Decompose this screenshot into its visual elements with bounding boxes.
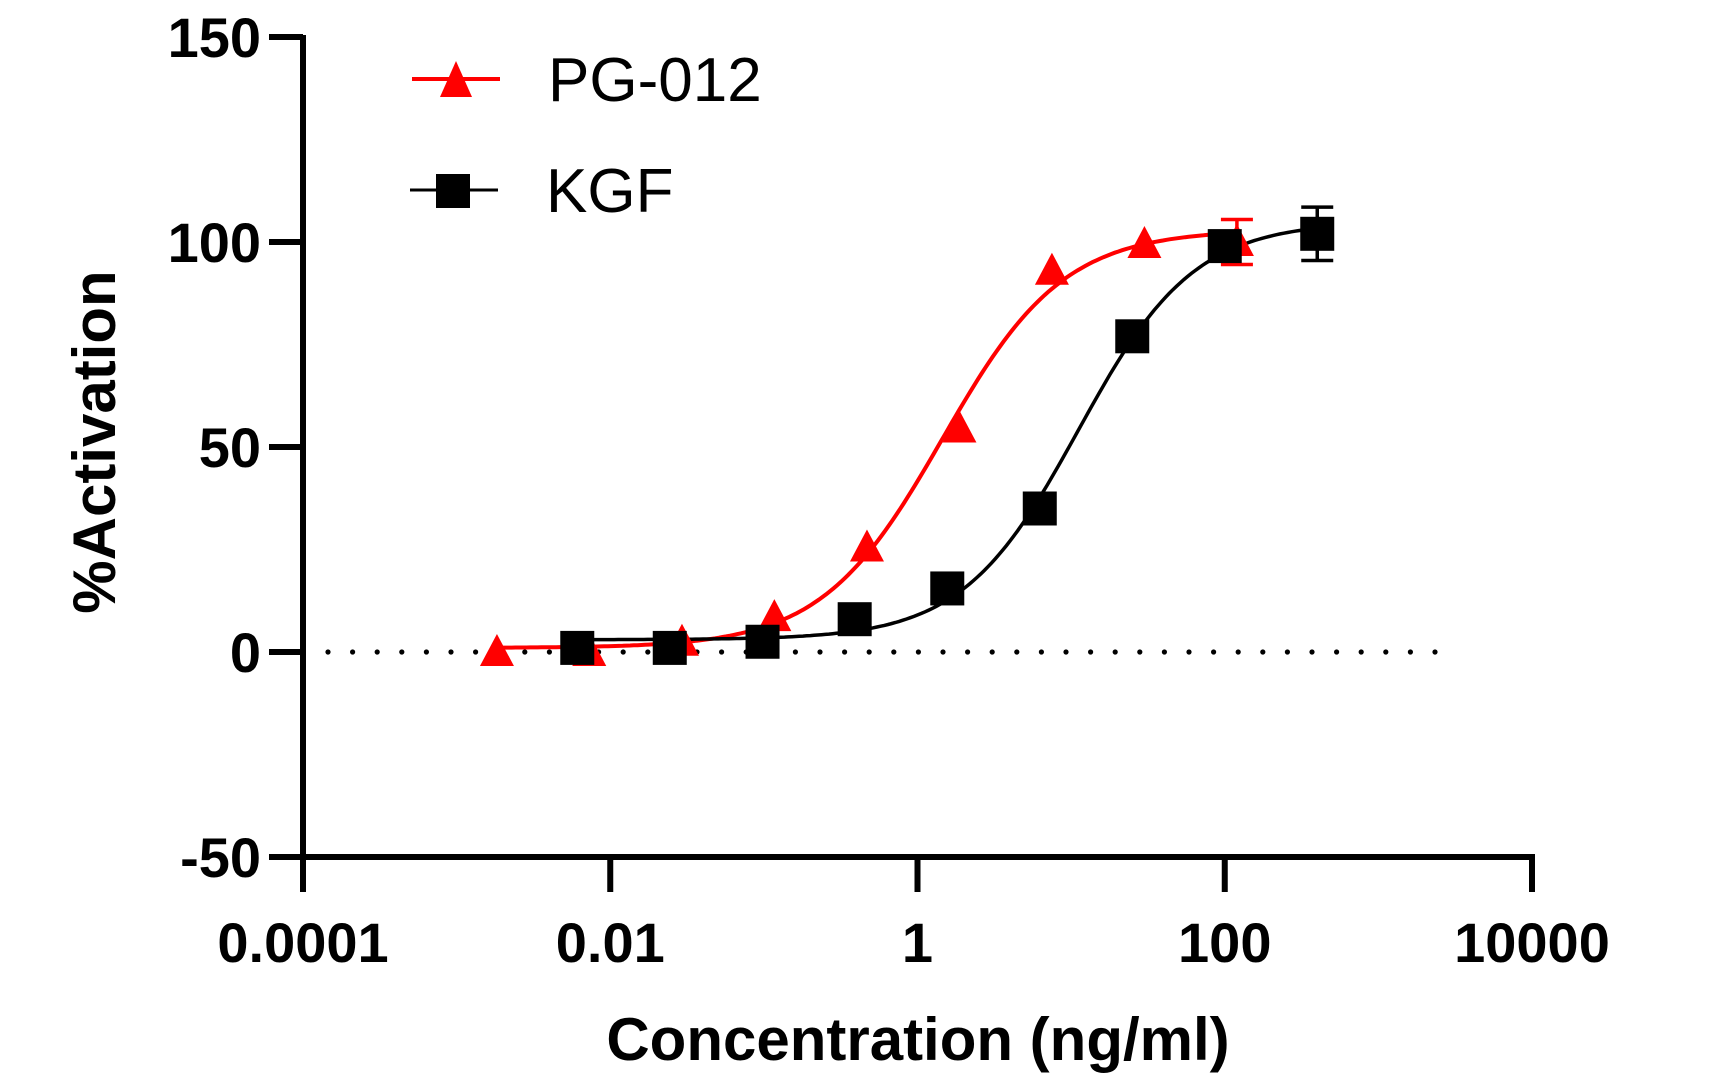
y-tick-label: -50	[180, 826, 261, 889]
data-point-kgf	[745, 624, 780, 659]
zero-reference-dot	[423, 649, 429, 655]
zero-reference-dot	[1309, 649, 1315, 655]
data-point-pg-012	[757, 599, 792, 632]
legend-item-pg-012: PG-012	[412, 46, 762, 115]
zero-reference-dot	[399, 649, 405, 655]
zero-reference-dot	[448, 649, 454, 655]
data-point-pg-012	[849, 529, 884, 562]
legend-triangle-marker-icon	[440, 61, 472, 97]
y-tick-label: 100	[168, 211, 261, 274]
data-point-kgf	[930, 571, 965, 606]
x-tick-label: 10000	[1454, 911, 1610, 974]
zero-reference-dot	[473, 649, 479, 655]
zero-reference-dot	[374, 649, 380, 655]
zero-reference-dot	[350, 649, 356, 655]
data-point-pg-012	[1034, 252, 1069, 285]
zero-reference-dot	[965, 649, 971, 655]
zero-reference-dot	[1088, 649, 1094, 655]
zero-reference-dot	[1112, 649, 1118, 655]
data-point-kgf	[837, 602, 872, 637]
legend: PG-012 KGF	[410, 46, 762, 226]
y-tick-label: 50	[199, 416, 261, 479]
zero-reference-dot	[719, 649, 725, 655]
data-point-kgf	[652, 630, 687, 665]
zero-reference-dot	[522, 649, 528, 655]
zero-reference-dot	[546, 649, 553, 655]
legend-square-marker-icon	[436, 174, 470, 208]
zero-reference-dot	[842, 649, 848, 655]
zero-reference-dot	[1211, 649, 1217, 655]
x-tick-label: 1	[902, 911, 933, 974]
zero-reference-dot	[1186, 649, 1192, 655]
zero-reference-dot	[1284, 649, 1290, 655]
zero-reference-dot	[1161, 649, 1167, 655]
zero-reference-dot	[1334, 649, 1340, 655]
fit-curve-pg-012	[496, 230, 1238, 650]
zero-reference-dot	[1014, 649, 1020, 655]
y-axis-title: %Activation	[61, 270, 128, 613]
x-axis-title: Concentration (ng/ml)	[606, 1006, 1229, 1073]
data-point-kgf	[560, 630, 595, 665]
zero-reference-dot	[817, 649, 823, 655]
zero-reference-dot	[1358, 649, 1364, 655]
x-tick-label: 0.0001	[217, 911, 388, 974]
zero-reference-dot	[1407, 649, 1413, 655]
zero-reference-dot	[1432, 649, 1438, 655]
zero-reference-dot	[989, 649, 995, 655]
zero-reference-dot	[1038, 649, 1044, 655]
zero-reference-dot	[645, 649, 651, 655]
legend-label-pg-012: PG-012	[548, 46, 762, 115]
zero-reference-dot	[325, 649, 331, 655]
data-point-kgf	[1207, 229, 1242, 264]
x-tick-label: 100	[1178, 911, 1271, 974]
zero-reference-dot	[620, 649, 626, 655]
y-tick-label: 150	[168, 6, 261, 69]
data-point-kgf	[1300, 216, 1335, 251]
data-point-pg-012	[479, 634, 514, 666]
data-point-pg-012	[1127, 226, 1162, 259]
zero-reference-dot	[1063, 649, 1069, 655]
data-point-kgf	[1115, 319, 1150, 354]
zero-reference-dot	[940, 649, 946, 655]
y-tick-label: 0	[230, 621, 261, 684]
zero-reference-dot	[866, 649, 872, 655]
data-point-kgf	[1022, 491, 1057, 526]
legend-label-kgf: KGF	[546, 157, 673, 226]
zero-reference-dot	[1260, 649, 1266, 655]
data-point-pg-012	[942, 410, 977, 443]
zero-reference-dot	[1235, 649, 1241, 655]
zero-reference-dot	[915, 649, 922, 655]
zero-reference-dot	[891, 649, 897, 655]
zero-reference-dot	[1137, 649, 1143, 655]
x-tick-label: 0.01	[556, 911, 665, 974]
legend-item-kgf: KGF	[410, 157, 673, 226]
zero-reference-dot	[1383, 649, 1389, 655]
zero-reference-dot	[792, 649, 799, 655]
